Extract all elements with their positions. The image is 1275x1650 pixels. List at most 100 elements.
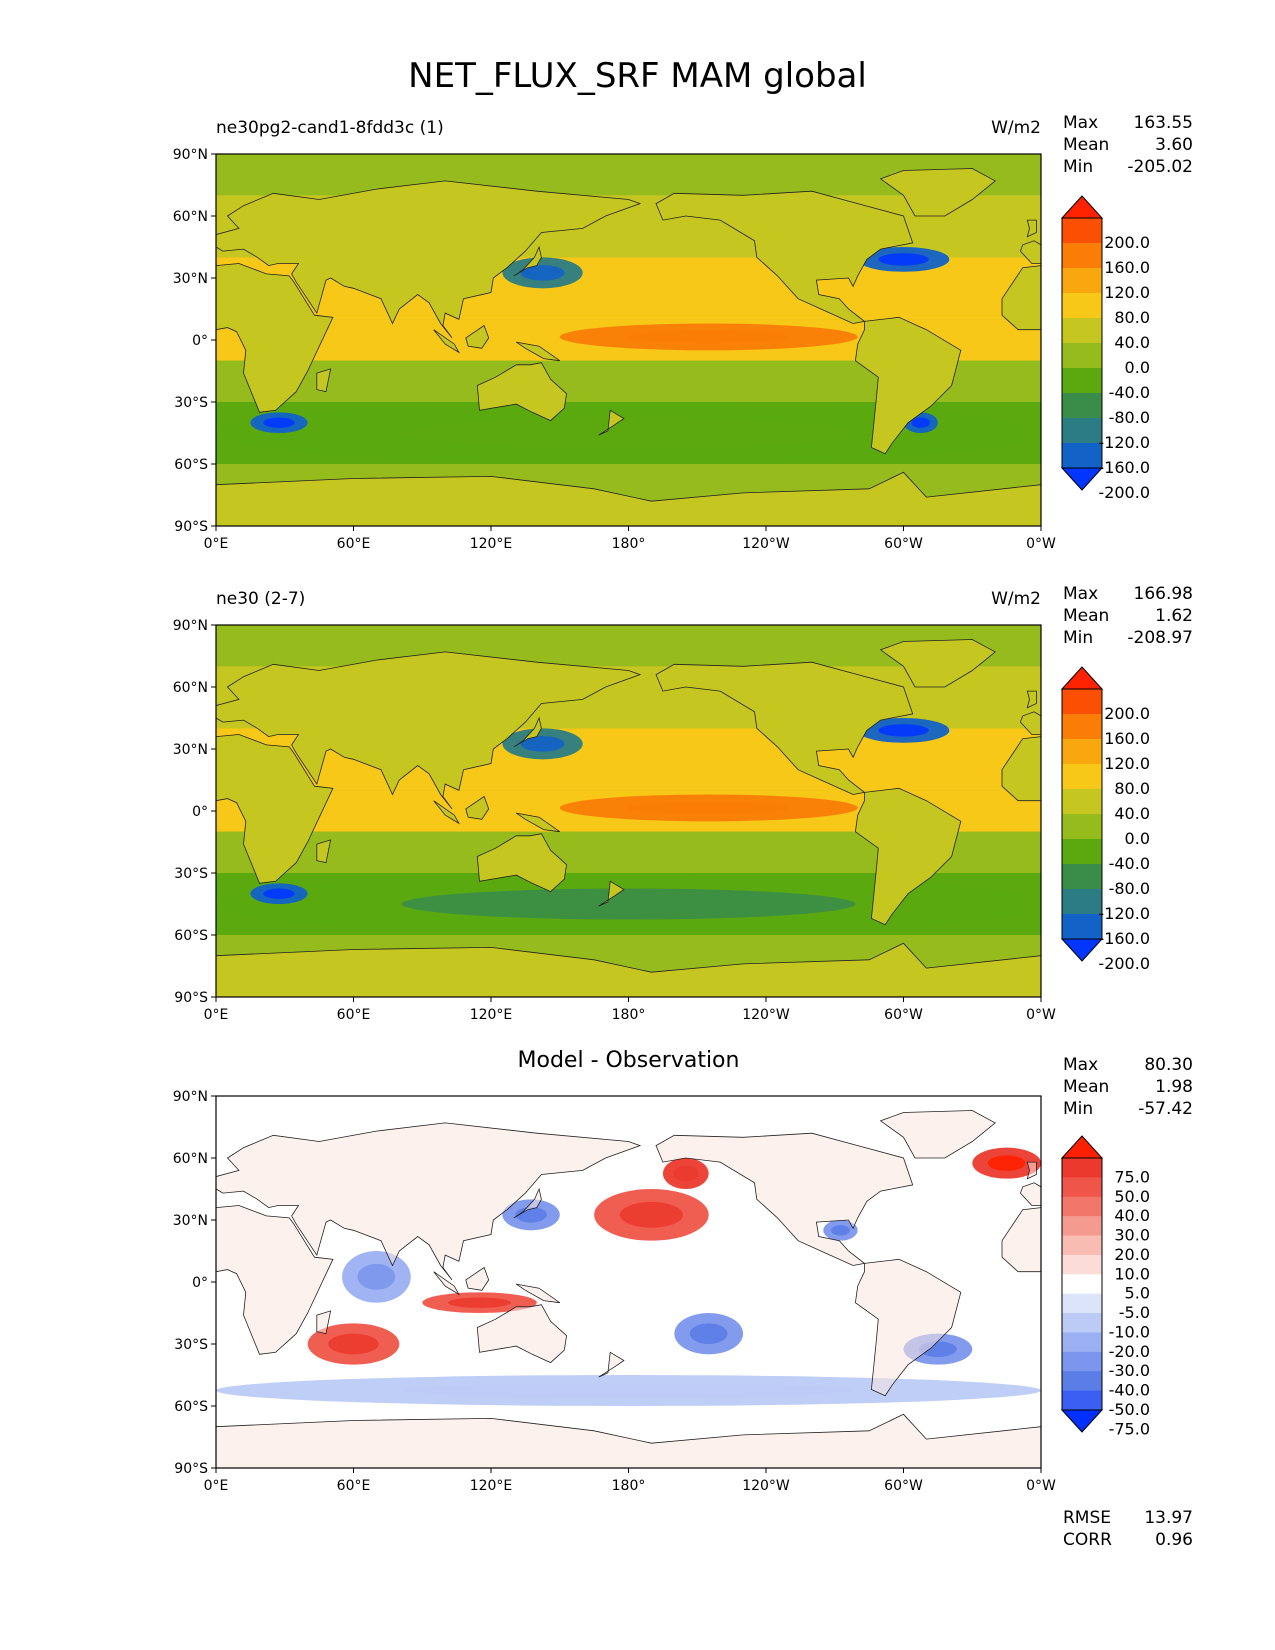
colorbar-segment <box>1062 418 1102 444</box>
coastline-eurasia-west <box>1019 240 1041 264</box>
data-feature-core <box>626 330 791 344</box>
colorbar-max-extend <box>1060 666 1104 690</box>
colorbar-segment <box>1062 1235 1102 1256</box>
y-tick-label: 60°S <box>174 928 208 944</box>
stat-max-label: Max <box>1063 584 1099 604</box>
colorbar-label: 0.0 <box>1125 358 1150 377</box>
x-tick-label: 0°W <box>1026 536 1056 552</box>
coastline-australia <box>476 362 568 422</box>
x-tick-label: 120°W <box>742 1007 790 1023</box>
stat-max-label: Max <box>1063 113 1099 133</box>
y-tick-label: 60°N <box>173 680 208 696</box>
y-tick-label: 60°N <box>173 209 208 225</box>
colorbar-segment <box>1062 218 1102 244</box>
stat-max-value: 80.30 <box>1144 1055 1193 1075</box>
colorbar-segment <box>1062 1371 1102 1392</box>
coastline-uk <box>1026 690 1037 709</box>
coastline-new-guinea <box>515 1283 561 1304</box>
stat-max-value: 163.55 <box>1133 113 1193 133</box>
coastline-madagascar <box>316 368 332 393</box>
x-tick-label: 0°W <box>1026 1007 1056 1023</box>
coastline-antarctica <box>216 942 1041 997</box>
map-field <box>216 625 1041 997</box>
colorbar-max-extend <box>1060 195 1104 219</box>
stat-min-value: -205.02 <box>1127 157 1193 177</box>
data-feature-core <box>626 801 791 815</box>
panel-title: Model - Observation <box>517 1048 740 1073</box>
y-tick-label: 60°S <box>174 457 208 473</box>
rmse-label: RMSE <box>1063 1508 1112 1528</box>
coastline-africa-west <box>1001 265 1041 331</box>
coastline-new-zealand <box>598 409 625 436</box>
stat-mean-label: Mean <box>1063 606 1110 626</box>
panel-title: ne30 (2-7) <box>216 589 306 609</box>
map-field <box>216 1096 1041 1468</box>
x-tick-label: 120°E <box>470 1007 513 1023</box>
panel-title: ne30pg2-cand1-8fdd3c (1) <box>216 118 444 138</box>
colorbar-segment <box>1062 839 1102 865</box>
stat-mean-label: Mean <box>1063 1077 1110 1097</box>
x-tick-label: 0°E <box>204 1007 229 1023</box>
colorbar-label: 80.0 <box>1114 779 1150 798</box>
coastline-greenland <box>879 1110 996 1159</box>
stat-mean-label: Mean <box>1063 135 1110 155</box>
data-feature-core <box>911 417 931 428</box>
colorbar-label: 5.0 <box>1125 1284 1150 1303</box>
data-feature-core <box>357 1263 396 1290</box>
rmse-value: 13.97 <box>1144 1508 1193 1528</box>
colorbar-label: 75.0 <box>1114 1167 1150 1186</box>
coastline-africa-west <box>1001 736 1041 802</box>
stats-box: Max 166.98 Mean 1.62 Min -208.97 <box>1063 583 1193 649</box>
stat-min-label: Min <box>1063 157 1094 177</box>
colorbar-segment <box>1062 393 1102 419</box>
coastline-sumatra <box>433 1271 460 1296</box>
colorbar-label: -200.0 <box>1098 483 1150 502</box>
data-feature-core <box>328 1333 379 1355</box>
colorbar-segment <box>1062 1293 1102 1314</box>
x-tick-label: 0°W <box>1026 1478 1056 1494</box>
colorbar-segment <box>1062 689 1102 715</box>
colorbar-segment <box>1062 443 1102 469</box>
coastline-new-zealand <box>598 880 625 907</box>
colorbar-label: -40.0 <box>1109 854 1150 873</box>
colorbar-frame <box>1061 217 1103 469</box>
colorbar-segment <box>1062 789 1102 815</box>
stat-min-value: -208.97 <box>1127 628 1193 648</box>
data-feature-core <box>263 888 295 899</box>
colorbar: 200.0 160.0 120.0 80.0 40.0 0.0 -40.0 -80.0 -120… <box>1060 195 1150 502</box>
colorbar-label: -40.0 <box>1109 383 1150 402</box>
y-tick-label: 90°S <box>174 1461 208 1477</box>
colorbar-segment <box>1062 343 1102 369</box>
y-tick-label: 60°N <box>173 1151 208 1167</box>
data-feature-core <box>448 1297 512 1308</box>
coastline-new-guinea <box>515 341 561 362</box>
data-feature-core <box>878 724 929 737</box>
x-tick-label: 180° <box>612 536 646 552</box>
x-tick-label: 60°W <box>884 1478 923 1494</box>
colorbar-segment <box>1062 889 1102 915</box>
x-tick-label: 60°E <box>337 1478 371 1494</box>
data-feature-core <box>520 736 565 752</box>
coastline-eurasia <box>216 180 642 339</box>
data-feature-core <box>689 1323 728 1344</box>
data-feature-core <box>987 1155 1026 1171</box>
colorbar-label: -160.0 <box>1098 929 1150 948</box>
colorbar-label: -80.0 <box>1109 879 1150 898</box>
y-tick-label: 90°N <box>173 618 208 634</box>
panel-model-2: ne30 (2-7) W/m2 Max 166.98 Mean 1.62 Min -2… <box>0 584 1275 1059</box>
map-field <box>216 154 1041 526</box>
coastline-eurasia-west <box>1019 1182 1041 1206</box>
data-feature-core <box>520 265 565 281</box>
figure-title: NET_FLUX_SRF MAM global <box>408 56 867 96</box>
stat-min-label: Min <box>1063 1099 1094 1119</box>
map-plot: 0°E 60°E 120°E 180° 120°W 60°W 0°W 90°N 60°N 30°N… <box>173 147 1150 552</box>
coastline-antarctica <box>216 1413 1041 1468</box>
colorbar-min-extend <box>1060 467 1104 491</box>
stat-min-value: -57.42 <box>1138 1099 1193 1119</box>
x-tick-label: 0°E <box>204 1478 229 1494</box>
y-tick-label: 90°N <box>173 147 208 163</box>
coastline-borneo <box>465 324 490 349</box>
colorbar-label: -10.0 <box>1109 1322 1150 1341</box>
colorbar-label: 120.0 <box>1104 283 1150 302</box>
x-tick-label: 60°E <box>337 1007 371 1023</box>
